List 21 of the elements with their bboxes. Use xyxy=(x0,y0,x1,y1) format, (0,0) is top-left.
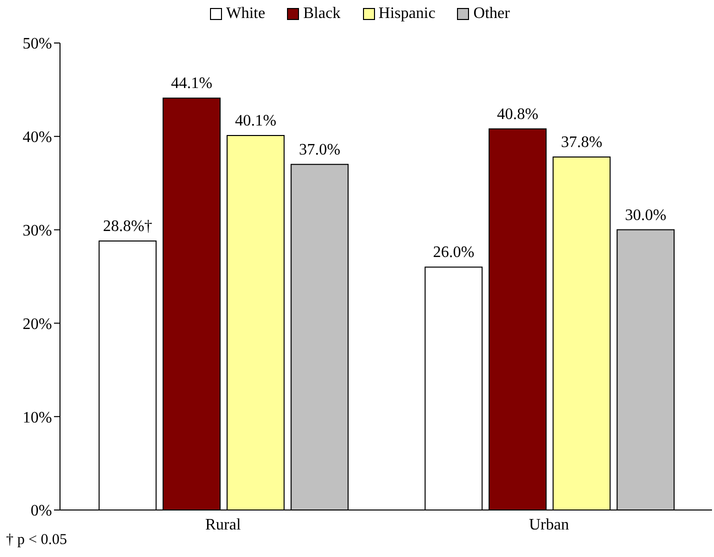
legend-label: Black xyxy=(303,5,341,23)
legend-label: Other xyxy=(473,5,510,23)
legend-label: Hispanic xyxy=(378,5,436,23)
data-label: 37.0% xyxy=(298,141,340,158)
data-label: 30.0% xyxy=(624,206,666,224)
y-tick-label: 40% xyxy=(22,129,52,146)
data-label: 40.1% xyxy=(234,112,276,130)
data-label: 26.0% xyxy=(432,244,474,262)
y-tick-label: 10% xyxy=(22,409,52,426)
data-label: 40.8% xyxy=(496,106,538,123)
y-tick-label: 0% xyxy=(30,502,52,520)
y-tick-label: 30% xyxy=(22,222,52,240)
y-tick-label: 50% xyxy=(22,36,52,53)
data-label: 44.1% xyxy=(170,75,212,92)
text: † p < 0.05 xyxy=(6,532,67,549)
y-tick-label: 20% xyxy=(22,316,52,333)
x-tick-label: Urban xyxy=(529,516,569,534)
data-label: 37.8% xyxy=(560,134,602,151)
data-label: 28.8%† xyxy=(102,218,152,236)
x-tick-label: Rural xyxy=(205,516,242,534)
legend-label: White xyxy=(226,5,266,23)
